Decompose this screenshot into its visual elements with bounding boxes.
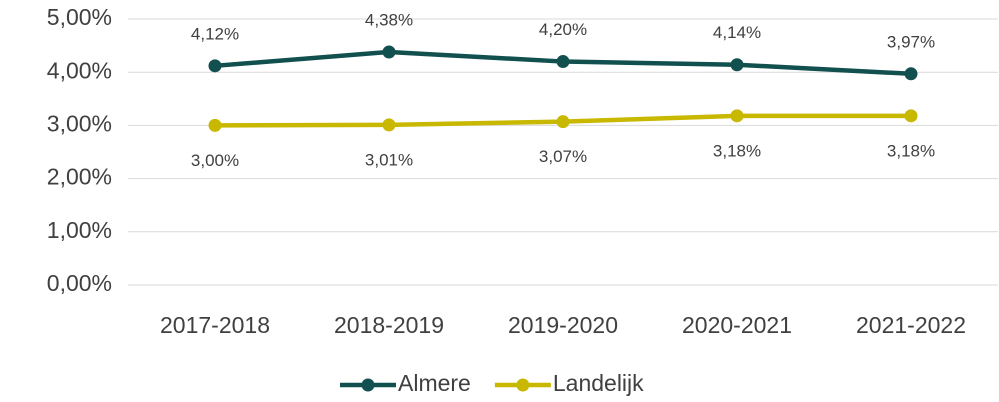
legend-label: Landelijk: [553, 370, 644, 396]
data-point: [556, 55, 570, 69]
y-tick-label: 0,00%: [47, 270, 112, 296]
data-point: [730, 58, 744, 72]
data-label: 4,38%: [365, 10, 413, 29]
legend-marker: [516, 378, 530, 392]
data-label: 3,00%: [191, 151, 239, 170]
y-tick-label: 1,00%: [47, 217, 112, 243]
data-point: [730, 109, 744, 123]
legend-marker: [361, 378, 375, 392]
data-label: 3,97%: [887, 32, 935, 51]
data-label: 3,01%: [365, 150, 413, 169]
y-tick-label: 4,00%: [47, 57, 112, 83]
data-label: 3,07%: [539, 147, 587, 166]
x-tick-label: 2019-2020: [508, 312, 618, 338]
legend-label: Almere: [398, 370, 471, 396]
data-label: 4,20%: [539, 20, 587, 39]
data-label: 3,18%: [887, 141, 935, 160]
data-point: [904, 109, 918, 123]
data-label: 4,12%: [191, 24, 239, 43]
data-point: [382, 118, 396, 132]
y-tick-label: 2,00%: [47, 164, 112, 190]
x-tick-label: 2018-2019: [334, 312, 444, 338]
data-point: [904, 67, 918, 81]
data-point: [208, 118, 222, 132]
x-tick-label: 2021-2022: [856, 312, 966, 338]
y-tick-label: 3,00%: [47, 110, 112, 136]
data-label: 4,14%: [713, 23, 761, 42]
data-label: 3,18%: [713, 141, 761, 160]
y-tick-label: 5,00%: [47, 4, 112, 30]
data-point: [208, 59, 222, 73]
data-point: [556, 115, 570, 129]
data-point: [382, 45, 396, 59]
x-tick-label: 2017-2018: [160, 312, 270, 338]
x-tick-label: 2020-2021: [682, 312, 792, 338]
